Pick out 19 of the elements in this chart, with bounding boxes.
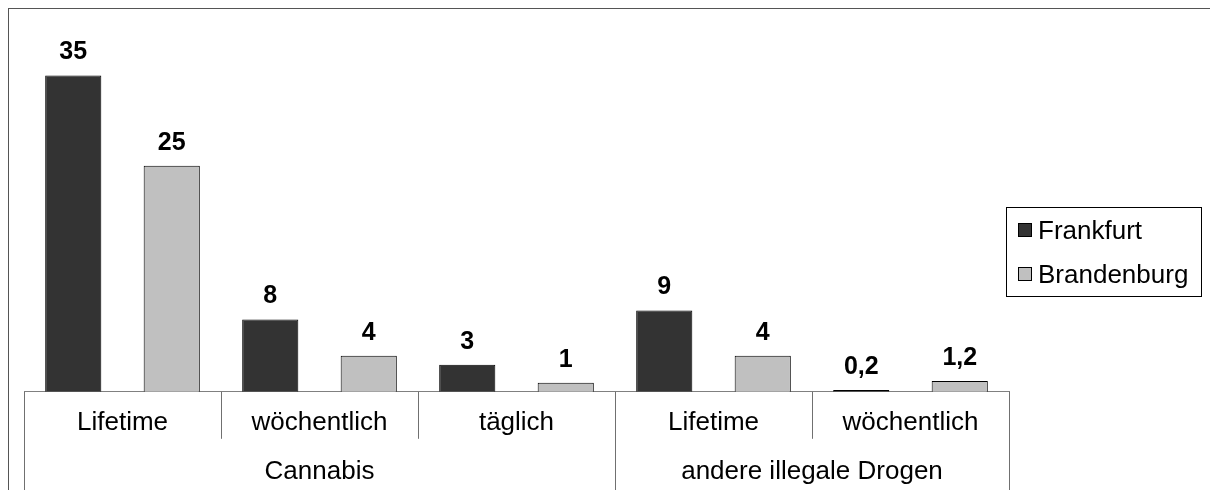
x-tick-label: wöchentlich [250, 405, 388, 436]
x-tick-label: täglich [478, 405, 555, 436]
data-label: 4 [361, 316, 376, 345]
legend-label: Frankfurt [1038, 215, 1143, 245]
data-label: 9 [657, 271, 672, 300]
text: andere illegale Drogen [681, 454, 943, 485]
x-tick-label: wöchentlich [841, 405, 979, 436]
data-label: 35 [59, 36, 88, 65]
data-label: 8 [263, 280, 278, 309]
data-label: 3 [460, 325, 475, 354]
x-tick-label: Lifetime [667, 405, 760, 436]
data-label: 0,2 [843, 350, 879, 379]
data-label: 1 [558, 343, 573, 372]
x-tick-label: Lifetime [76, 405, 169, 436]
data-label: 1,2 [942, 341, 978, 370]
text: Cannabis [264, 454, 375, 485]
data-label: 4 [755, 316, 770, 345]
data-label: 25 [157, 126, 186, 155]
legend-label: Brandenburg [1038, 259, 1189, 289]
